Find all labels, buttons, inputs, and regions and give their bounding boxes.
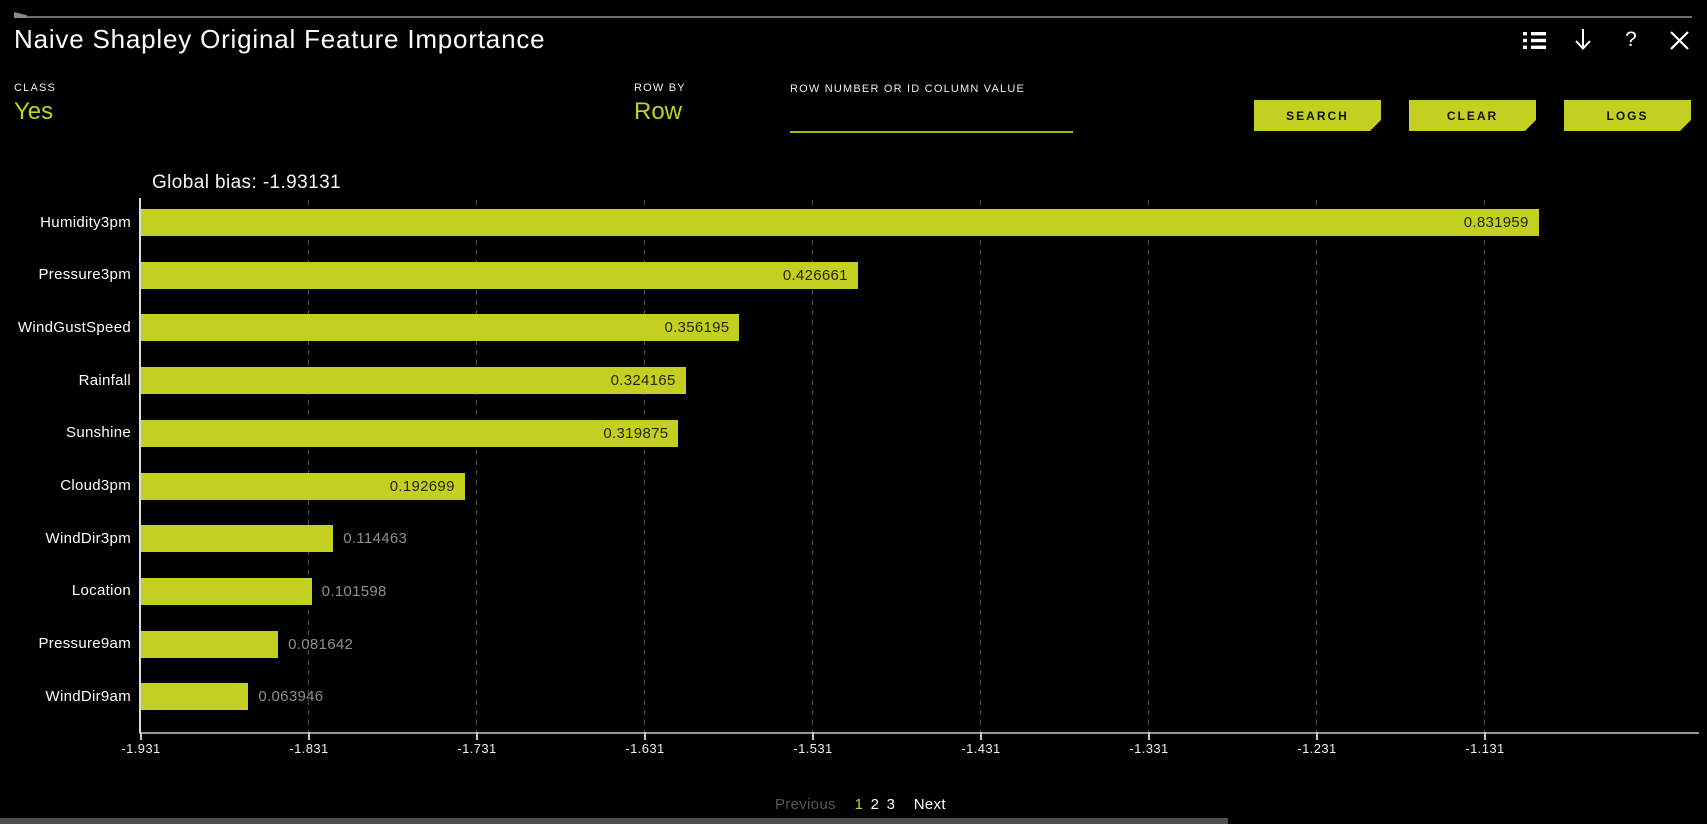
- pagination-page-1[interactable]: 1: [854, 796, 863, 813]
- feature-importance-bar: [141, 209, 1539, 236]
- x-axis-tick: [1316, 732, 1318, 740]
- x-axis-tick-label: -1.531: [793, 741, 833, 756]
- list-options-icon[interactable]: [1523, 28, 1547, 52]
- feature-value-label: 0.081642: [288, 635, 354, 653]
- row-by-selector: ROW BY Row: [634, 82, 686, 126]
- feature-label: Rainfall: [78, 371, 131, 389]
- x-axis-tick: [980, 732, 982, 740]
- x-axis-tick: [308, 732, 310, 740]
- class-label: CLASS: [14, 82, 57, 94]
- feature-value-label: 0.319875: [603, 424, 669, 442]
- gridline: [1148, 200, 1149, 732]
- feature-importance-bar: [141, 472, 465, 500]
- feature-label: Cloud3pm: [60, 477, 131, 494]
- feature-value-label: 0.101598: [321, 582, 387, 600]
- logs-button[interactable]: LOGS: [1564, 100, 1691, 131]
- feature-value-label: 0.426661: [782, 266, 848, 284]
- gridline: [980, 200, 981, 732]
- feature-label: Pressure9am: [38, 635, 131, 653]
- help-icon[interactable]: ?: [1625, 28, 1637, 51]
- x-axis-tick: [140, 732, 142, 740]
- feature-label: WindDir3pm: [45, 529, 131, 547]
- feature-importance-bar: [141, 261, 858, 289]
- feature-importance-bar: [141, 683, 249, 711]
- class-value[interactable]: Yes: [14, 98, 54, 125]
- gridline: [1484, 200, 1485, 732]
- gridline: [812, 200, 813, 732]
- gridline: [644, 200, 645, 732]
- close-icon[interactable]: [1667, 28, 1691, 52]
- row-number-input[interactable]: [790, 109, 1073, 133]
- x-axis-tick-label: -1.831: [289, 741, 329, 756]
- x-axis-tick: [476, 732, 478, 740]
- x-axis-tick-label: -1.631: [625, 741, 665, 756]
- x-axis-tick-label: -1.231: [1297, 741, 1337, 756]
- pagination-page-3[interactable]: 3: [886, 796, 895, 813]
- feature-importance-bar: [141, 630, 279, 658]
- page-title: Naive Shapley Original Feature Importanc…: [14, 24, 546, 54]
- clear-button[interactable]: CLEAR: [1409, 100, 1536, 131]
- row-by-label: ROW BY: [634, 82, 686, 94]
- pagination-page-2[interactable]: 2: [870, 796, 879, 813]
- feature-label: Sunshine: [66, 424, 131, 442]
- x-axis-tick-label: -1.431: [961, 741, 1001, 756]
- feature-value-label: 0.192699: [389, 477, 455, 495]
- gridline: [476, 200, 477, 732]
- feature-value-label: 0.324165: [610, 372, 676, 390]
- x-axis-tick: [1148, 732, 1150, 740]
- window-top-notch: [14, 12, 27, 18]
- class-selector: CLASS Yes: [14, 82, 56, 126]
- window-top-border: [14, 16, 1692, 18]
- search-button[interactable]: SEARCH: [1254, 100, 1381, 131]
- feature-importance-bar: [141, 577, 312, 605]
- x-axis-tick-label: -1.731: [457, 741, 497, 756]
- download-icon[interactable]: [1571, 28, 1595, 52]
- horizontal-scrollbar-thumb[interactable]: [0, 818, 1228, 824]
- pagination-previous[interactable]: Previous: [775, 796, 836, 813]
- feature-label: WindGustSpeed: [17, 318, 131, 336]
- global-bias-text: Global bias: -1.93131: [152, 172, 342, 193]
- feature-label: Location: [71, 582, 131, 600]
- pagination-next[interactable]: Next: [913, 796, 946, 813]
- feature-value-label: 0.063946: [258, 688, 324, 706]
- x-axis-tick-label: -1.131: [1465, 741, 1505, 756]
- feature-label: Pressure3pm: [38, 266, 131, 284]
- y-axis-line: [139, 198, 141, 732]
- feature-value-label: 0.356195: [664, 319, 730, 337]
- row-number-label: ROW NUMBER OR ID COLUMN VALUE: [790, 83, 1026, 95]
- feature-importance-bar: [141, 525, 334, 553]
- feature-importance-bar: [141, 367, 686, 395]
- x-axis-tick-label: -1.331: [1129, 741, 1169, 756]
- feature-label: Humidity3pm: [40, 213, 131, 231]
- row-by-value[interactable]: Row: [634, 98, 683, 125]
- gridline: [1316, 200, 1317, 732]
- feature-label: WindDir9am: [45, 687, 131, 705]
- row-number-field-group: ROW NUMBER OR ID COLUMN VALUE: [790, 83, 1073, 133]
- feature-value-label: 0.114463: [343, 530, 408, 548]
- x-axis-line: [139, 732, 1699, 734]
- window-toolbar: ?: [1523, 28, 1691, 52]
- feature-importance-bar: [141, 419, 679, 447]
- feature-importance-bar: [141, 314, 740, 342]
- x-axis-tick: [644, 732, 646, 740]
- x-axis-tick: [1484, 732, 1486, 740]
- gridline: [308, 200, 309, 732]
- x-axis-tick-label: -1.931: [121, 741, 161, 756]
- x-axis-tick: [812, 732, 814, 740]
- feature-value-label: 0.831959: [1463, 214, 1529, 231]
